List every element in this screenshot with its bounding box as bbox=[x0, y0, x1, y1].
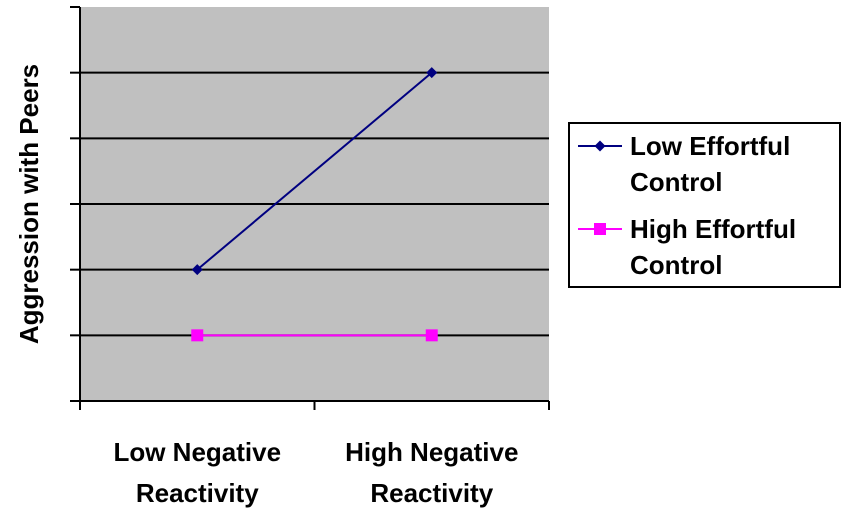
axes bbox=[70, 6, 550, 410]
legend-entry-label: Low Effortful Control bbox=[630, 131, 790, 197]
legend-entry-label-line: Control bbox=[630, 167, 722, 197]
data-point bbox=[426, 67, 438, 79]
data-point bbox=[191, 264, 203, 276]
legend-entry-label-line: Control bbox=[630, 250, 722, 280]
gridlines bbox=[80, 71, 549, 337]
data-point bbox=[594, 140, 606, 152]
legend-entry-label-line: High Effortful bbox=[630, 214, 796, 244]
x-tick-label-line: Low Negative bbox=[113, 437, 281, 467]
legend: Low Effortful Control High Effortful Contro… bbox=[568, 122, 841, 288]
legend-entry-label: High Effortful Control bbox=[630, 214, 796, 280]
legend-entry-label-line: Low Effortful bbox=[630, 131, 790, 161]
x-tick-label: Low Negative Reactivity bbox=[113, 437, 281, 508]
data-point bbox=[425, 329, 438, 342]
legend-box bbox=[568, 122, 841, 288]
x-tick-labels: Low Negative Reactivity High Negative React… bbox=[113, 437, 518, 508]
series-group bbox=[191, 67, 438, 342]
y-axis-label: Aggression with Peers bbox=[14, 64, 44, 344]
x-tick-label-line: High Negative bbox=[345, 437, 518, 467]
data-point bbox=[191, 329, 204, 342]
x-tick-label-line: Reactivity bbox=[370, 478, 493, 508]
x-tick-label-line: Reactivity bbox=[136, 478, 259, 508]
data-point bbox=[594, 223, 606, 235]
series-line bbox=[196, 71, 433, 271]
x-tick-label: High Negative Reactivity bbox=[345, 437, 518, 508]
